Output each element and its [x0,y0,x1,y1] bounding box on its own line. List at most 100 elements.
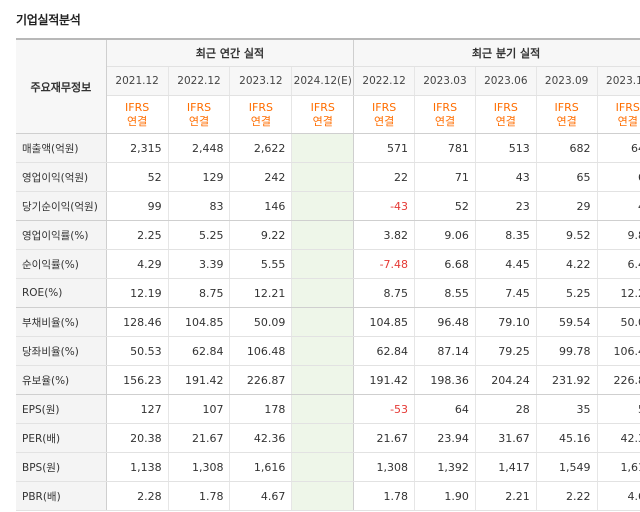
ifrs-consolidated-label: IFRS 연결 [414,95,476,134]
ifrs-consolidated-label: IFRS 연결 [229,95,292,134]
quarterly-value-cell: 198.36 [414,365,476,395]
quarterly-value-cell: 104.85 [353,307,415,337]
annual-value-cell [291,307,355,337]
annual-value-cell: 3.39 [167,249,230,279]
annual-value-cell: 1,138 [106,452,169,482]
annual-value-cell [291,452,355,482]
quarterly-period-header: 2023.03 [414,66,476,96]
quarterly-value-cell: 106.48 [596,336,640,366]
ifrs-consolidated-label: IFRS 연결 [474,95,537,134]
metric-label: EPS(원) [16,394,107,424]
metric-label: 순이익률(%) [16,249,107,279]
quarterly-value-cell: 42 [596,191,640,221]
quarterly-value-cell: 226.87 [596,365,640,395]
annual-value-cell: 129 [167,162,230,192]
annual-value-cell: 191.42 [167,365,230,395]
quarterly-value-cell: 79.10 [474,307,537,337]
quarterly-value-cell: 5.25 [535,278,598,308]
annual-period-header: 2022.12 [167,66,230,96]
quarterly-value-cell: 571 [353,133,415,163]
quarterly-value-cell: 1.78 [353,481,415,511]
annual-value-cell: 8.75 [167,278,230,308]
annual-value-cell: 2.25 [106,220,169,250]
annual-period-header: 2024.12(E) [291,66,355,96]
quarterly-value-cell: 45.16 [535,423,598,453]
quarterly-value-cell: 1,392 [414,452,476,482]
annual-value-cell: 2,315 [106,133,169,163]
quarterly-value-cell: -53 [353,394,415,424]
ifrs-consolidated-label: IFRS 연결 [167,95,230,134]
annual-value-cell: 107 [167,394,230,424]
quarterly-value-cell: 99.78 [535,336,598,366]
annual-period-header: 2021.12 [106,66,169,96]
annual-value-cell: 178 [229,394,292,424]
metric-label: 부채비율(%) [16,307,107,337]
annual-value-cell [291,133,355,163]
annual-value-cell: 12.19 [106,278,169,308]
annual-value-cell: 106.48 [229,336,292,366]
quarterly-value-cell: 23.94 [414,423,476,453]
quarterly-value-cell: 31.67 [474,423,537,453]
quarterly-value-cell: 8.35 [474,220,537,250]
ifrs-consolidated-label: IFRS 연결 [291,95,355,134]
annual-value-cell: 1,308 [167,452,230,482]
quarterly-value-cell: 9.06 [414,220,476,250]
quarterly-value-cell: 1,308 [353,452,415,482]
financial-summary-table: 주요재무정보 최근 연간 실적 최근 분기 실적 2021.12 2022.12 2… [16,38,640,511]
annual-value-cell: 50.53 [106,336,169,366]
metric-label: 유보율(%) [16,365,107,395]
table-row: PBR(배)2.281.784.671.781.902.212.224.67 [16,481,640,511]
quarterly-value-cell: 65 [535,162,598,192]
annual-value-cell: 12.21 [229,278,292,308]
quarterly-value-cell: 63 [596,162,640,192]
metric-label: BPS(원) [16,452,107,482]
table-row: BPS(원) 1,138 1,308 1,616 1,308 1,392 1,417 1,54… [16,452,640,482]
quarterly-value-cell: 1,549 [535,452,598,482]
table-row: 유보율(%) 156.23 191.42 226.87 191.42 198.36 204.… [16,365,640,395]
quarterly-value-cell: 35 [535,394,598,424]
quarterly-value-cell: 28 [474,394,537,424]
quarterly-value-cell: 191.42 [353,365,415,395]
ifrs-consolidated-label: IFRS 연결 [106,95,169,134]
annual-value-cell: 52 [106,162,169,192]
quarterly-value-cell: 29 [535,191,598,221]
quarterly-value-cell: 21.67 [353,423,415,453]
annual-value-cell: 2,448 [167,133,230,163]
quarterly-value-cell: 6.47 [596,249,640,279]
quarterly-value-cell: 50.09 [596,307,640,337]
annual-value-cell: 146 [229,191,292,221]
quarterly-value-cell: 781 [414,133,476,163]
quarterly-value-cell: 8.55 [414,278,476,308]
metric-label: 당좌비율(%) [16,336,107,366]
quarterly-value-cell: -43 [353,191,415,221]
annual-value-cell: 20.38 [106,423,169,453]
annual-value-cell: 1,616 [229,452,292,482]
table-row: 영업이익률(%)2.255.259.22 3.829.068.359.529.80 [16,220,640,250]
annual-group-header: 최근 연간 실적 [106,38,355,67]
quarterly-value-cell: 23 [474,191,537,221]
quarterly-value-cell: 4.67 [596,481,640,511]
quarterly-value-cell: 4.45 [474,249,537,279]
annual-value-cell: 99 [106,191,169,221]
table-row: 순이익률(%)4.293.395.55 -7.486.684.454.226.47 [16,249,640,279]
annual-value-cell [291,365,355,395]
annual-value-cell: 50.09 [229,307,292,337]
annual-value-cell: 4.29 [106,249,169,279]
annual-value-cell: 242 [229,162,292,192]
quarterly-value-cell: 4.22 [535,249,598,279]
quarterly-value-cell: 9.80 [596,220,640,250]
metric-label: 영업이익(억원) [16,162,107,192]
metric-label: 매출액(억원) [16,133,107,163]
annual-value-cell: 4.67 [229,481,292,511]
metric-label: PER(배) [16,423,107,453]
annual-value-cell: 2.28 [106,481,169,511]
quarterly-value-cell: 96.48 [414,307,476,337]
annual-value-cell [291,481,355,511]
quarterly-period-header: 2022.12 [353,66,415,96]
annual-value-cell: 5.25 [167,220,230,250]
annual-value-cell: 156.23 [106,365,169,395]
annual-value-cell [291,394,355,424]
quarterly-period-header: 2023.12 [596,66,640,96]
table-row: PER(배) 20.38 21.67 42.36 21.67 23.94 31.67 45.1… [16,423,640,453]
